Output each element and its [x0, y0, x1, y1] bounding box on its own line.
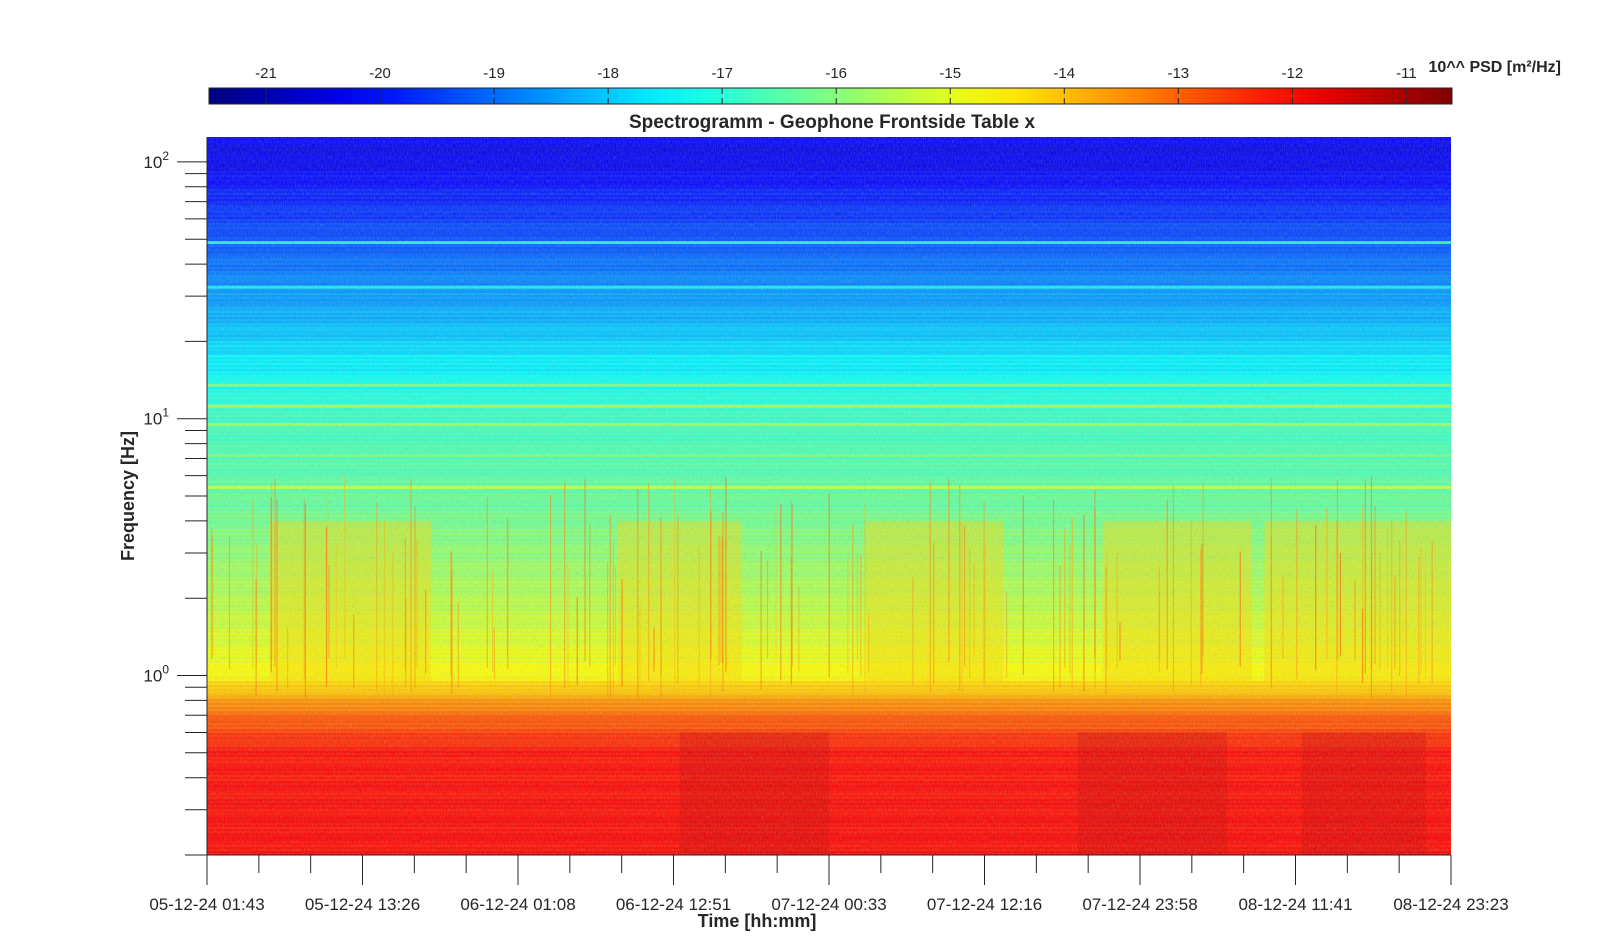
- colorbar-tick-label: -18: [597, 65, 619, 82]
- colorbar-ticks: -21 -20 -19 -18 -17 -16 -15 -14 -13 -12 -11: [255, 65, 1417, 104]
- x-tick-label: 06-12-24 12:51: [616, 895, 731, 914]
- x-tick-label: 06-12-24 01:08: [460, 895, 575, 914]
- y-axis: 100 101 102 Frequency [Hz]: [118, 137, 208, 856]
- colorbar-label: 10^^ PSD [m²/Hz]: [1429, 59, 1561, 76]
- colorbar-tick-label: -14: [1053, 65, 1075, 82]
- x-tick-label: 07-12-24 12:16: [927, 895, 1042, 914]
- spectrogram-plot-area: [207, 137, 1451, 855]
- y-tick-label: 101: [143, 406, 169, 429]
- y-axis-label: Frequency [Hz]: [118, 431, 138, 561]
- colorbar-tick-label: -19: [483, 65, 505, 82]
- colorbar-tick-label: -16: [825, 65, 847, 82]
- colorbar-tick-label: -17: [711, 65, 733, 82]
- colorbar-tick-label: -15: [939, 65, 961, 82]
- x-tick-label: 07-12-24 23:58: [1082, 895, 1197, 914]
- x-axis-label: Time [hh:mm]: [698, 911, 817, 931]
- x-tick-label: 05-12-24 01:43: [149, 895, 264, 914]
- colorbar-tick-label: -21: [255, 65, 277, 82]
- y-ticks: 100 101 102: [143, 149, 207, 856]
- colorbar-tick-label: -11: [1396, 65, 1417, 82]
- x-ticks: 05-12-24 01:43 05-12-24 13:26 06-12-24 01:…: [149, 855, 1509, 914]
- colorbar-gradient: [208, 87, 1453, 105]
- x-tick-label: 07-12-24 00:33: [771, 895, 886, 914]
- y-tick-label: 102: [143, 149, 169, 172]
- colorbar-tick-label: -13: [1167, 65, 1189, 82]
- x-tick-label: 08-12-24 11:41: [1238, 895, 1352, 914]
- x-axis: 05-12-24 01:43 05-12-24 13:26 06-12-24 01:…: [149, 854, 1509, 931]
- y-tick-label: 100: [143, 663, 169, 686]
- x-tick-label: 05-12-24 13:26: [305, 895, 420, 914]
- chart-title: Spectrogramm - Geophone Frontside Table …: [629, 112, 1036, 133]
- colorbar-tick-label: -12: [1282, 65, 1304, 82]
- colorbar-tick-label: -20: [369, 65, 391, 82]
- heatmap-texture: [207, 137, 1451, 855]
- x-tick-label: 08-12-24 23:23: [1393, 895, 1508, 914]
- colorbar: -21 -20 -19 -18 -17 -16 -15 -14 -13 -12 -11 10^^ P…: [208, 59, 1561, 105]
